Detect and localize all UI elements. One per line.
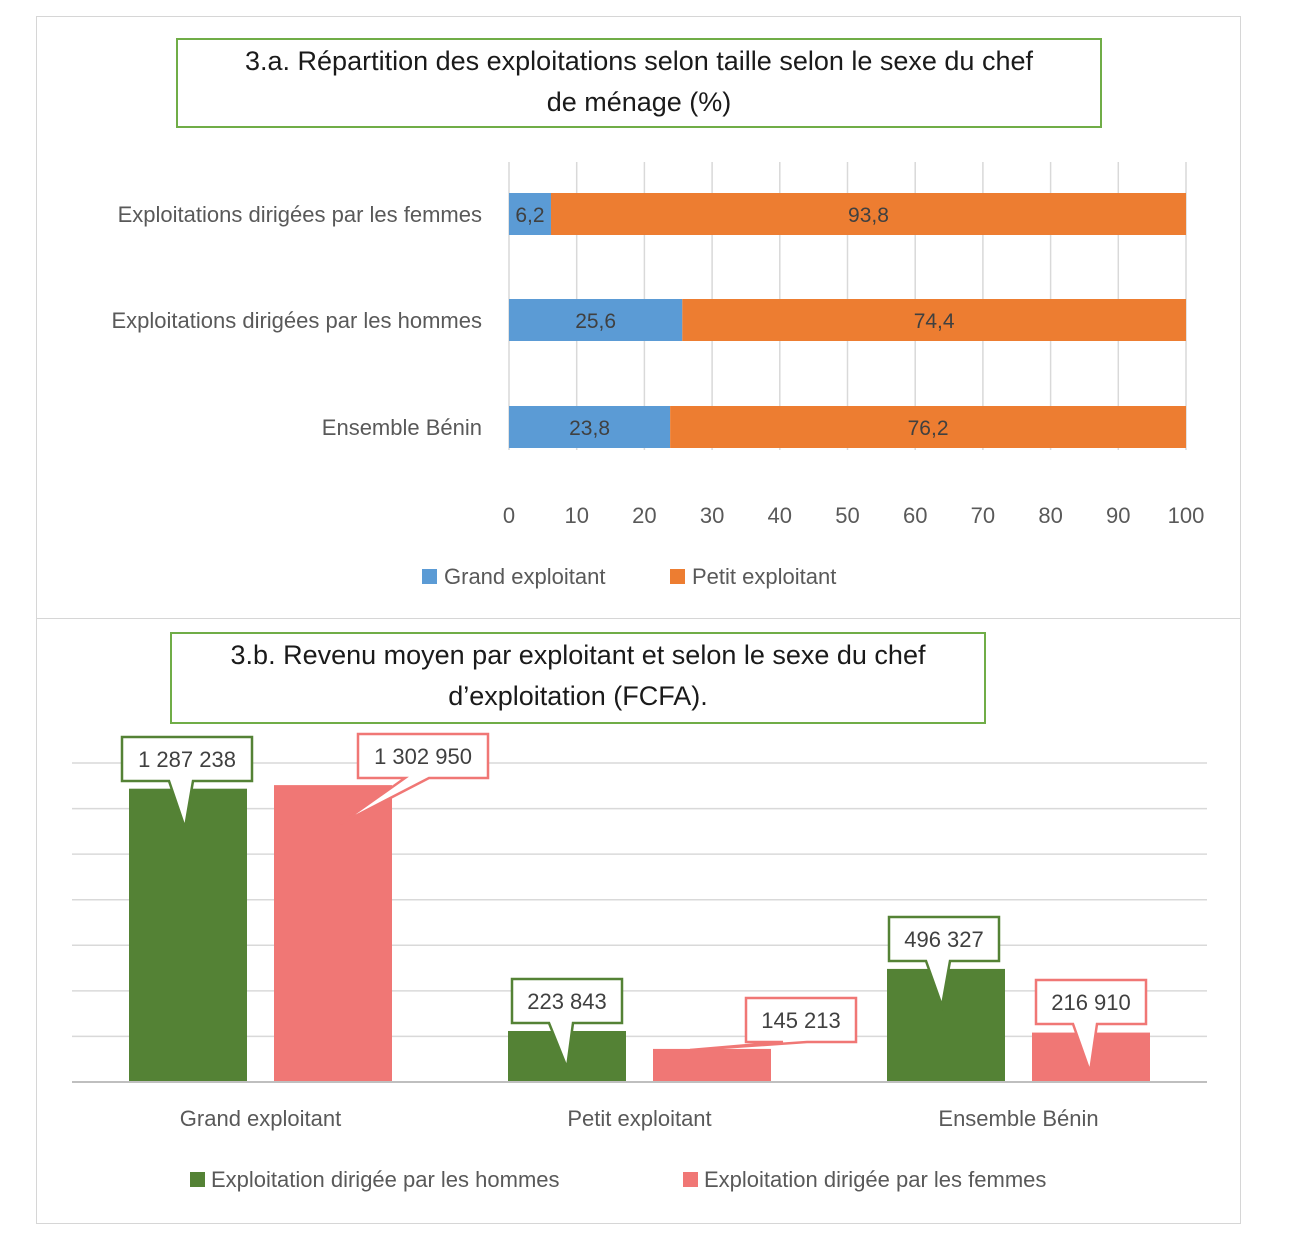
chart-a-title-line2: de ménage (%) <box>546 87 732 117</box>
chart-b-title-line1: 3.b. Revenu moyen par exploitant et selo… <box>230 640 926 670</box>
chart-a-title-line1: 3.a. Répartition des exploitations selon… <box>245 46 1033 76</box>
chart-b-title: 3.b. Revenu moyen par exploitant et selo… <box>170 632 986 724</box>
figure-frame <box>36 16 1241 1224</box>
panel-divider <box>36 618 1241 619</box>
chart-b-title-line2: d’exploitation (FCFA). <box>448 681 708 711</box>
chart-a-title: 3.a. Répartition des exploitations selon… <box>176 38 1102 128</box>
